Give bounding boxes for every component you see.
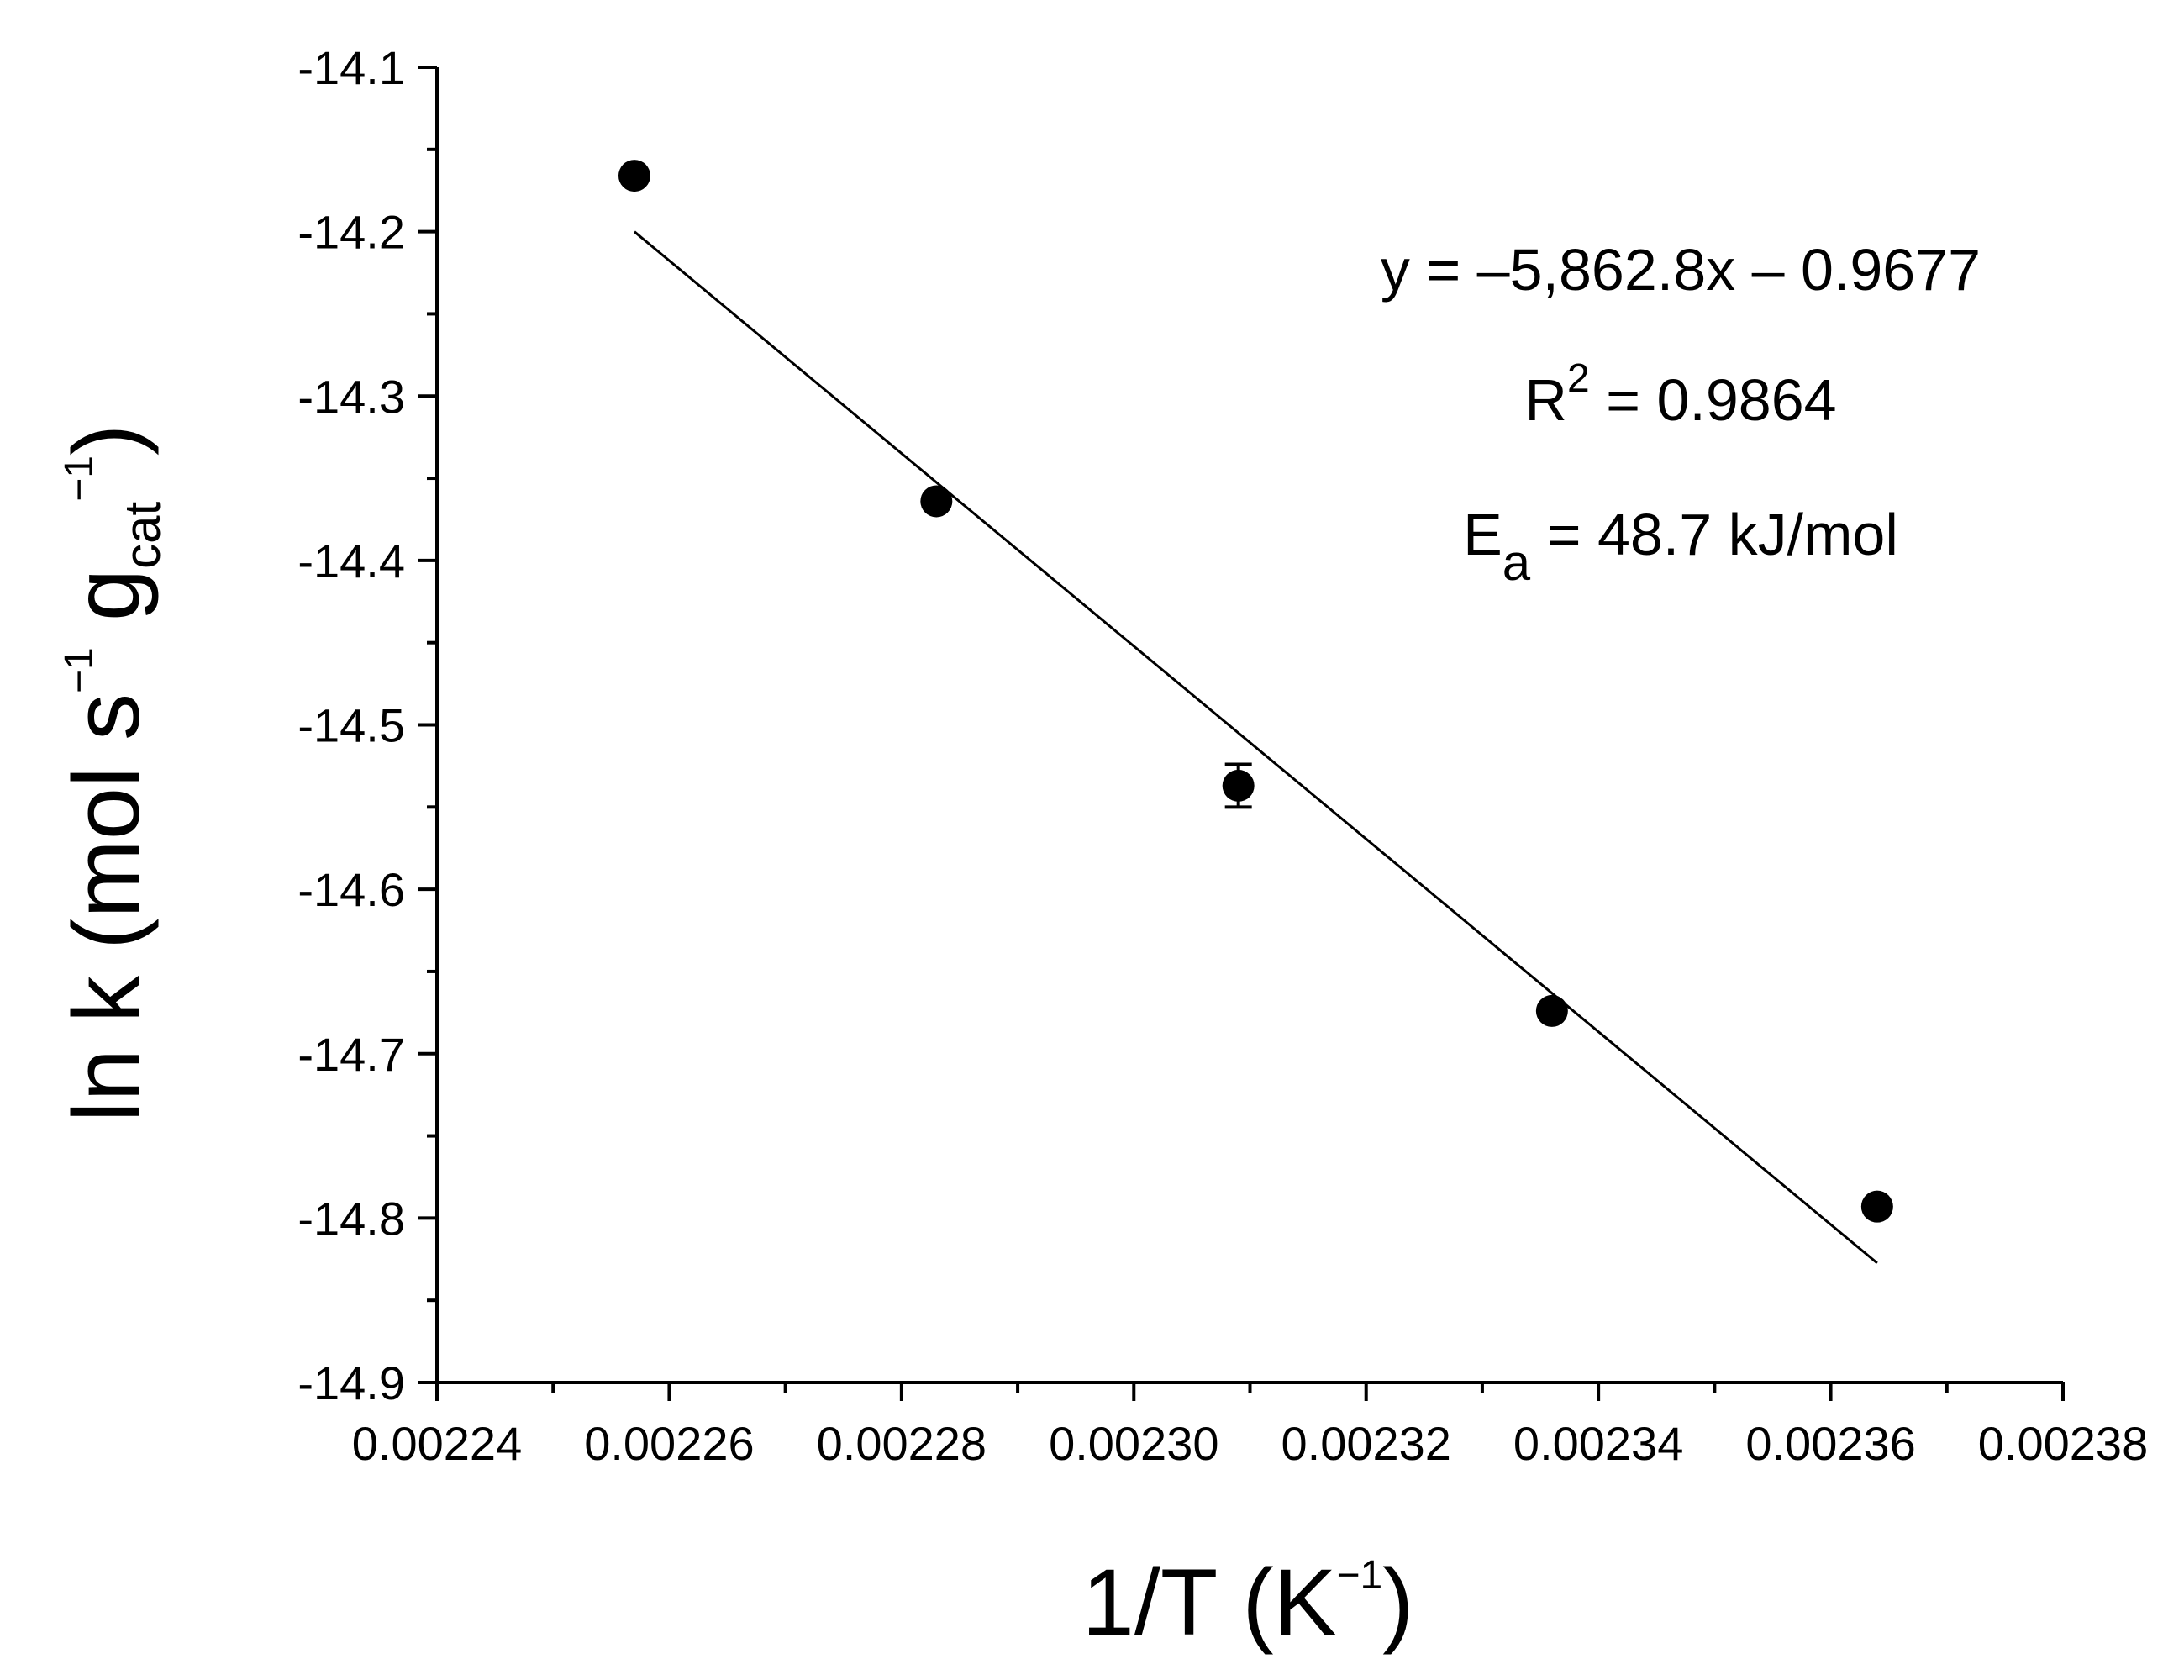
y-title-superscript-2: −1 bbox=[57, 456, 102, 502]
x-tick-label: 0.00238 bbox=[1978, 1417, 2148, 1470]
x-tick-label: 0.00234 bbox=[1513, 1417, 1683, 1470]
data-point bbox=[920, 485, 953, 518]
data-points-layer bbox=[618, 160, 1893, 1223]
data-point bbox=[1860, 1190, 1893, 1223]
y-tick-label: -14.5 bbox=[297, 699, 405, 752]
x-tick-label: 0.00226 bbox=[584, 1417, 754, 1470]
y-tick-label: -14.4 bbox=[297, 535, 405, 587]
x-tick-label: 0.00224 bbox=[352, 1417, 522, 1470]
y-title-mid: g bbox=[54, 569, 159, 647]
y-tick-label: -14.3 bbox=[297, 370, 405, 423]
y-title-close: ) bbox=[54, 424, 159, 456]
equation-annotation: y = –5,862.8x – 0.9677 bbox=[1381, 237, 1981, 303]
r2-value: = 0.9864 bbox=[1590, 367, 1837, 433]
ea-prefix: E bbox=[1463, 502, 1502, 567]
r2-prefix: R bbox=[1524, 367, 1567, 433]
y-tick-label: -14.9 bbox=[297, 1356, 405, 1409]
y-tick-label: -14.2 bbox=[297, 206, 405, 259]
activation-energy-annotation: Ea = 48.7 kJ/mol bbox=[1463, 502, 1898, 591]
y-title-prefix: ln k (mol s bbox=[54, 693, 159, 1122]
ea-value: = 48.7 kJ/mol bbox=[1530, 502, 1898, 567]
y-title-subscript: cat bbox=[114, 501, 171, 568]
y-tick-label: -14.8 bbox=[297, 1192, 405, 1245]
x-tick-label: 0.00230 bbox=[1049, 1417, 1218, 1470]
y-title-superscript-1: −1 bbox=[57, 647, 102, 693]
y-axis-title: ln k (mol s−1 gcat−1) bbox=[54, 424, 171, 1123]
axes: -14.1 -14.2 -14.3 -14.4 -14.5 -14.6 -14.7 -14.8… bbox=[297, 41, 2148, 1470]
r2-superscript: 2 bbox=[1567, 356, 1590, 401]
data-point bbox=[618, 160, 650, 192]
linear-fit-line bbox=[634, 230, 1878, 1265]
ea-subscript: a bbox=[1502, 535, 1531, 591]
x-axis-title: 1/T (K−1) bbox=[1082, 1550, 1414, 1655]
x-title-close: ) bbox=[1382, 1550, 1413, 1655]
x-tick-label: 0.00236 bbox=[1745, 1417, 1915, 1470]
x-title-superscript: −1 bbox=[1336, 1553, 1382, 1598]
data-point bbox=[1535, 994, 1568, 1027]
fit-line-layer bbox=[634, 230, 1878, 1265]
x-tick-label: 0.00232 bbox=[1281, 1417, 1450, 1470]
y-tick-label: -14.7 bbox=[297, 1028, 405, 1081]
y-tick-label: -14.6 bbox=[297, 863, 405, 916]
y-tick-label: -14.1 bbox=[297, 41, 405, 94]
x-title-base: 1/T (K bbox=[1082, 1550, 1337, 1655]
r-squared-annotation: R2 = 0.9864 bbox=[1524, 356, 1836, 433]
x-tick-label: 0.00228 bbox=[817, 1417, 987, 1470]
data-point bbox=[1222, 769, 1255, 802]
